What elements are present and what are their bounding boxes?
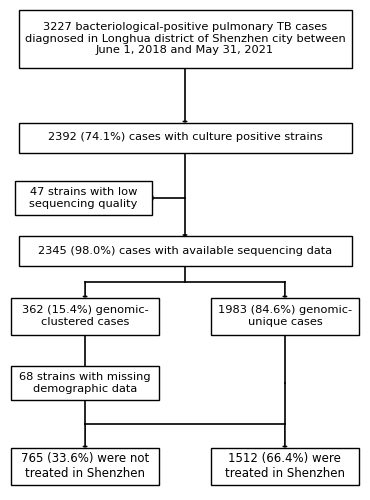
Text: 765 (33.6%) were not
treated in Shenzhen: 765 (33.6%) were not treated in Shenzhen	[21, 452, 149, 480]
FancyBboxPatch shape	[211, 298, 359, 335]
FancyBboxPatch shape	[18, 122, 351, 152]
FancyBboxPatch shape	[18, 236, 351, 266]
Text: 1983 (84.6%) genomic-
unique cases: 1983 (84.6%) genomic- unique cases	[218, 306, 352, 327]
Text: 2392 (74.1%) cases with culture positive strains: 2392 (74.1%) cases with culture positive…	[48, 132, 322, 142]
Text: 68 strains with missing
demographic data: 68 strains with missing demographic data	[19, 372, 151, 394]
Text: 362 (15.4%) genomic-
clustered cases: 362 (15.4%) genomic- clustered cases	[22, 306, 148, 327]
FancyBboxPatch shape	[18, 10, 351, 68]
FancyBboxPatch shape	[11, 298, 159, 335]
Text: 47 strains with low
sequencing quality: 47 strains with low sequencing quality	[29, 187, 137, 209]
FancyBboxPatch shape	[211, 448, 359, 485]
Text: 1512 (66.4%) were
treated in Shenzhen: 1512 (66.4%) were treated in Shenzhen	[225, 452, 345, 480]
FancyBboxPatch shape	[11, 366, 159, 400]
Text: 3227 bacteriological-positive pulmonary TB cases
diagnosed in Longhua district o: 3227 bacteriological-positive pulmonary …	[25, 22, 345, 56]
FancyBboxPatch shape	[15, 181, 152, 215]
Text: 2345 (98.0%) cases with available sequencing data: 2345 (98.0%) cases with available sequen…	[38, 246, 332, 256]
FancyBboxPatch shape	[11, 448, 159, 485]
